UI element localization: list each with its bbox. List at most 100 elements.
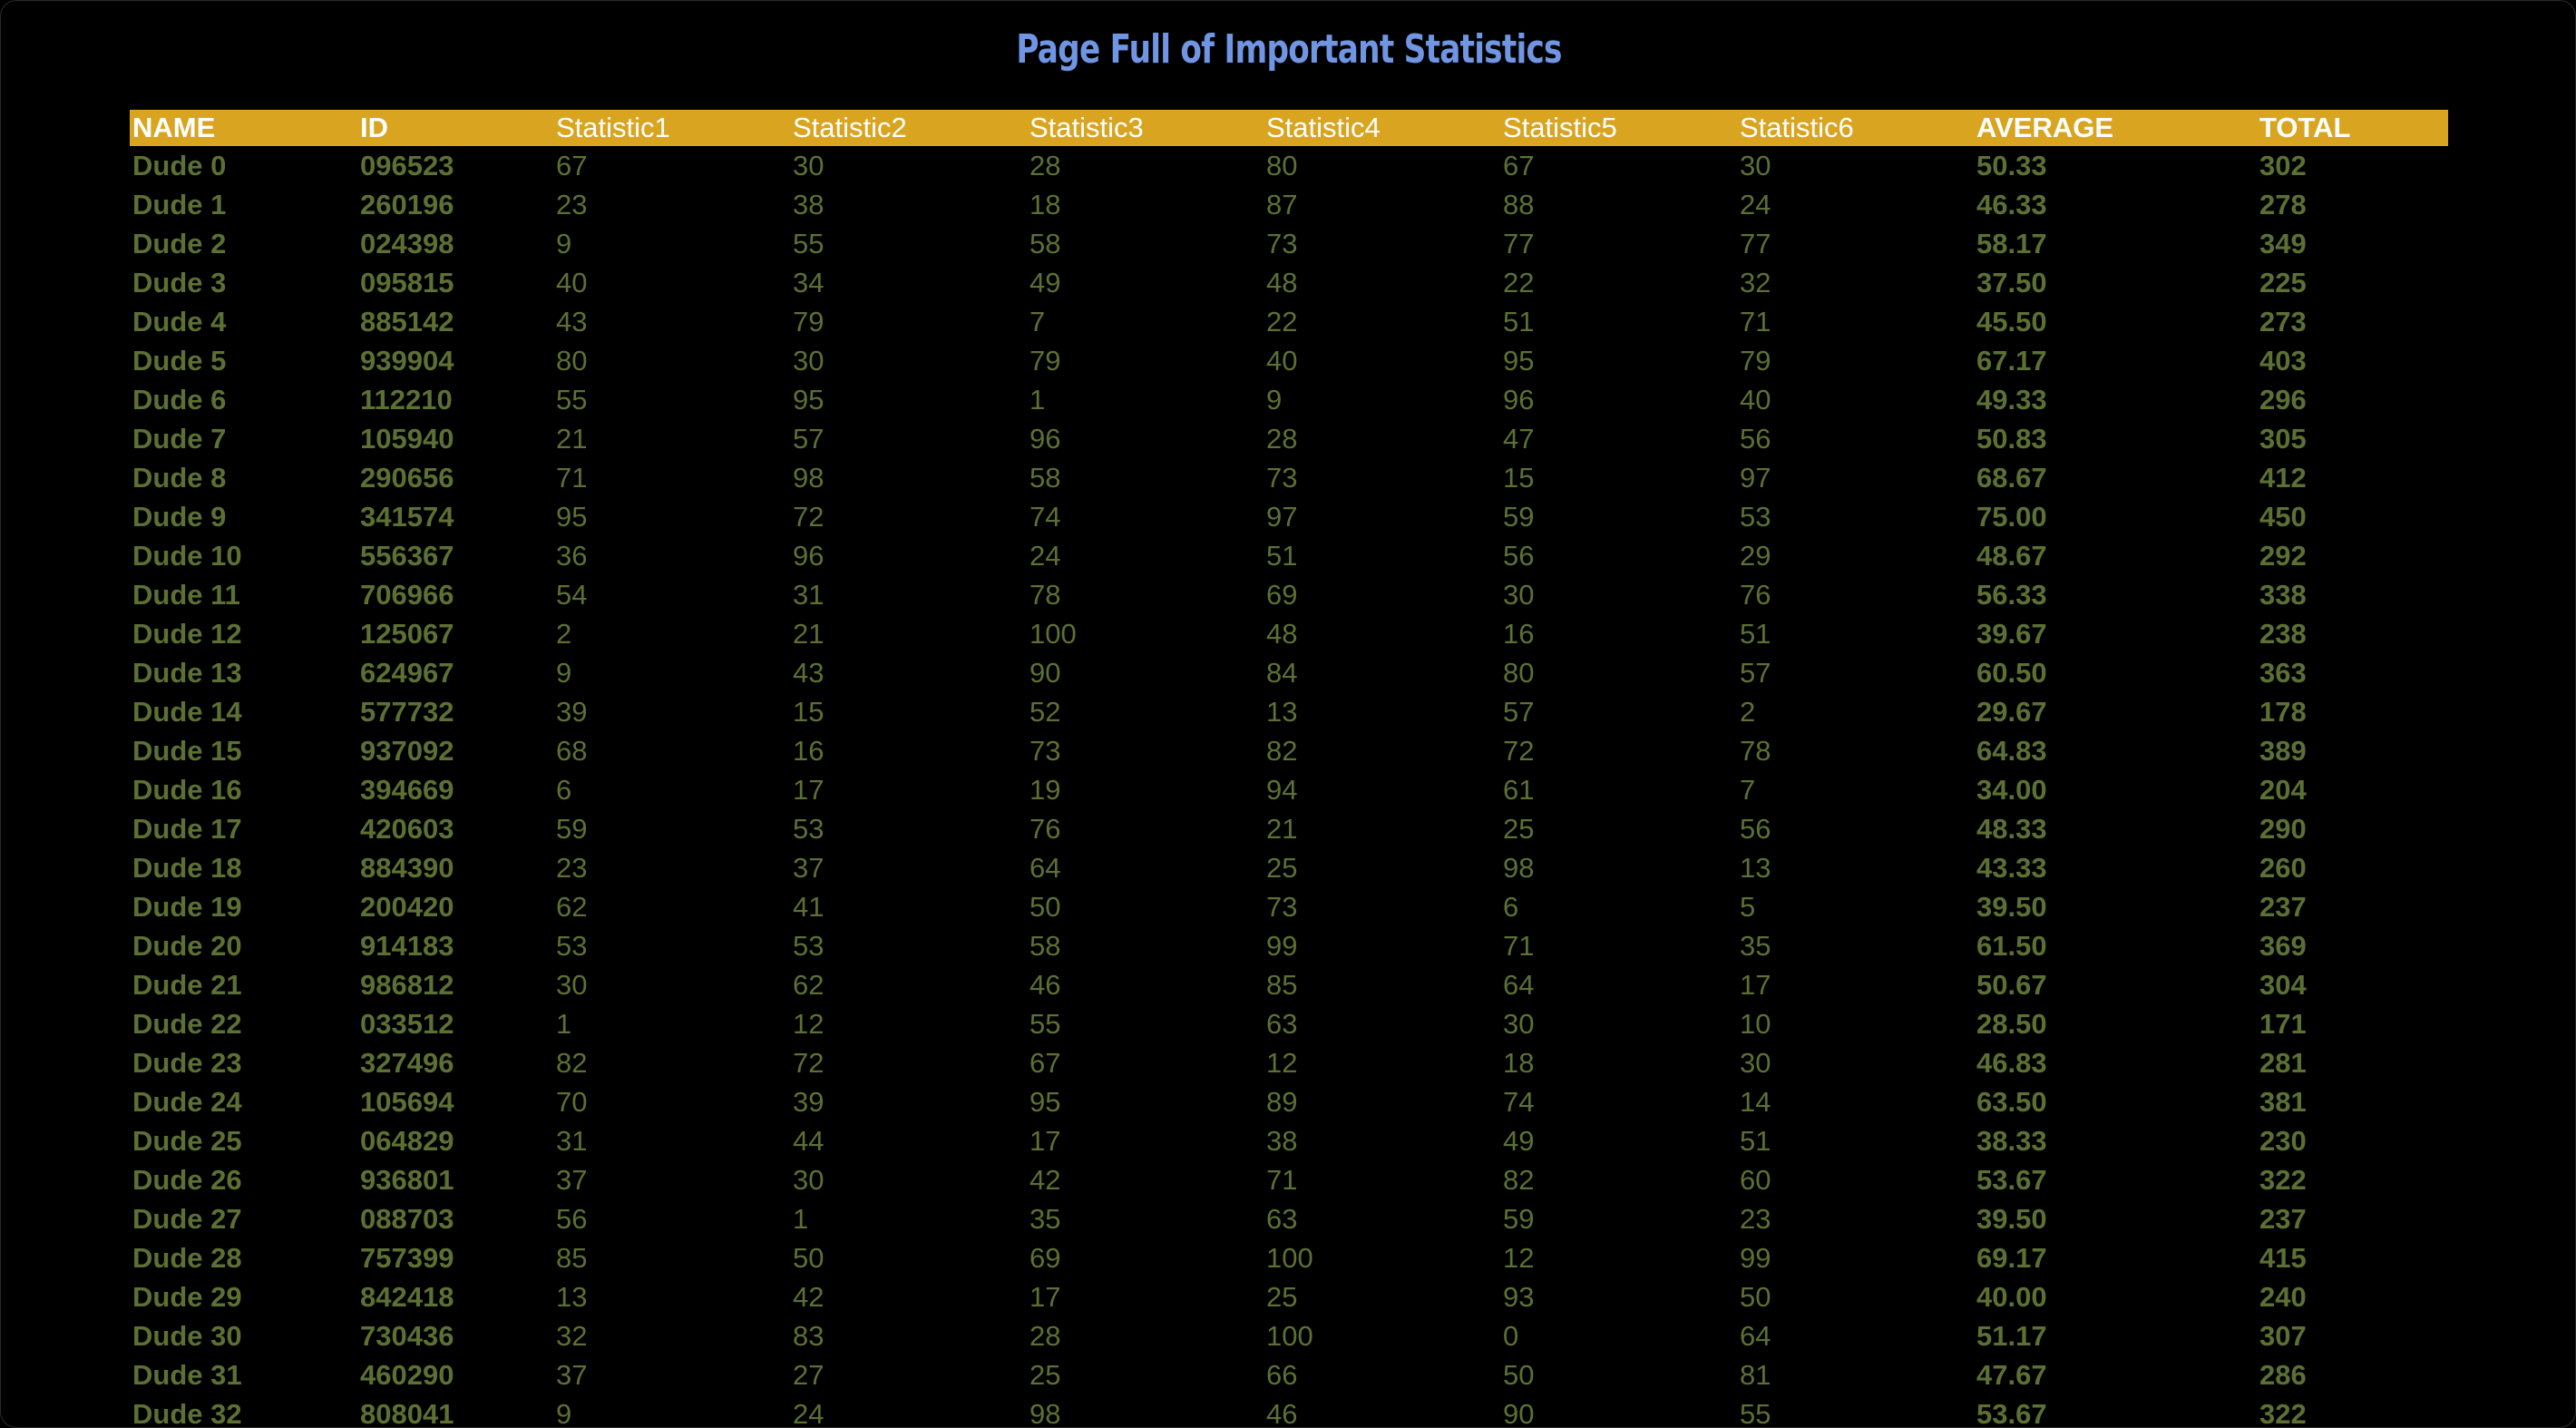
cell-statistic1: 37 <box>556 1359 588 1391</box>
cell-total: 278 <box>2259 189 2307 220</box>
cell-statistic6: 14 <box>1740 1086 1771 1118</box>
cell-statistic3: 79 <box>1029 345 1061 377</box>
table-row: Dude 3 095815 40 34 49 48 22 32 37.50 225 <box>130 263 2448 302</box>
cell-statistic5: 22 <box>1503 267 1535 298</box>
cell-statistic2: 39 <box>793 1086 825 1118</box>
cell-average: 53.67 <box>1976 1164 2047 1196</box>
cell-statistic6: 53 <box>1740 501 1771 533</box>
cell-statistic6: 99 <box>1740 1242 1771 1274</box>
cell-statistic4: 51 <box>1266 540 1298 572</box>
cell-statistic1: 1 <box>556 1008 572 1040</box>
table-row: Dude 17 420603 59 53 76 21 25 56 48.33 290 <box>130 809 2448 848</box>
cell-name: Dude 30 <box>132 1320 242 1352</box>
cell-total: 273 <box>2259 306 2307 337</box>
cell-id: 260196 <box>360 189 454 220</box>
cell-total: 403 <box>2259 345 2307 377</box>
cell-total: 302 <box>2259 150 2307 181</box>
cell-average: 48.33 <box>1976 813 2047 845</box>
cell-statistic4: 87 <box>1266 189 1298 220</box>
column-header-statistic6: Statistic6 <box>1737 110 1974 146</box>
cell-statistic5: 25 <box>1503 813 1535 845</box>
cell-statistic5: 74 <box>1503 1086 1535 1118</box>
cell-statistic6: 24 <box>1740 189 1771 220</box>
cell-statistic6: 64 <box>1740 1320 1771 1352</box>
cell-statistic6: 32 <box>1740 267 1771 298</box>
cell-statistic3: 52 <box>1029 696 1061 728</box>
cell-id: 939904 <box>360 345 454 377</box>
cell-id: 088703 <box>360 1203 454 1235</box>
cell-statistic1: 68 <box>556 735 588 767</box>
cell-statistic5: 15 <box>1503 462 1535 494</box>
cell-statistic1: 43 <box>556 306 588 337</box>
cell-statistic2: 53 <box>793 813 825 845</box>
cell-total: 322 <box>2259 1164 2307 1196</box>
cell-statistic6: 51 <box>1740 1125 1771 1157</box>
cell-id: 706966 <box>360 579 454 611</box>
cell-total: 286 <box>2259 1359 2307 1391</box>
cell-statistic4: 82 <box>1266 735 1298 767</box>
cell-name: Dude 18 <box>132 852 242 884</box>
cell-id: 095815 <box>360 267 454 298</box>
cell-statistic4: 66 <box>1266 1359 1298 1391</box>
cell-name: Dude 2 <box>132 228 227 259</box>
cell-statistic5: 57 <box>1503 696 1535 728</box>
table-row: Dude 1 260196 23 38 18 87 88 24 46.33 278 <box>130 185 2448 224</box>
table-row: Dude 13 624967 9 43 90 84 80 57 60.50 363 <box>130 653 2448 692</box>
cell-name: Dude 17 <box>132 813 242 845</box>
cell-statistic1: 85 <box>556 1242 588 1274</box>
cell-statistic4: 73 <box>1266 228 1298 259</box>
cell-statistic5: 95 <box>1503 345 1535 377</box>
cell-average: 47.67 <box>1976 1359 2047 1391</box>
cell-statistic3: 25 <box>1029 1359 1061 1391</box>
cell-statistic6: 2 <box>1740 696 1756 728</box>
cell-statistic3: 7 <box>1029 306 1046 337</box>
table-body: Dude 0 096523 67 30 28 80 67 30 50.33 302 Dude 1 26… <box>130 146 2448 1428</box>
cell-average: 58.17 <box>1976 228 2047 259</box>
cell-statistic2: 37 <box>793 852 825 884</box>
cell-average: 45.50 <box>1976 306 2047 337</box>
cell-statistic2: 17 <box>793 774 825 806</box>
column-header-statistic5: Statistic5 <box>1500 110 1737 146</box>
cell-statistic6: 78 <box>1740 735 1771 767</box>
cell-average: 48.67 <box>1976 540 2047 572</box>
cell-statistic4: 100 <box>1266 1242 1313 1274</box>
cell-name: Dude 25 <box>132 1125 242 1157</box>
cell-name: Dude 6 <box>132 384 227 416</box>
cell-id: 105694 <box>360 1086 454 1118</box>
cell-id: 024398 <box>360 228 454 259</box>
cell-statistic5: 30 <box>1503 1008 1535 1040</box>
cell-statistic1: 21 <box>556 423 588 455</box>
cell-statistic6: 97 <box>1740 462 1771 494</box>
cell-statistic6: 55 <box>1740 1398 1771 1428</box>
cell-statistic3: 46 <box>1029 969 1061 1001</box>
cell-statistic4: 99 <box>1266 930 1298 962</box>
cell-statistic2: 15 <box>793 696 825 728</box>
cell-id: 327496 <box>360 1047 454 1079</box>
cell-statistic6: 60 <box>1740 1164 1771 1196</box>
cell-id: 556367 <box>360 540 454 572</box>
cell-statistic6: 56 <box>1740 813 1771 845</box>
column-header-total: TOTAL <box>2257 110 2448 146</box>
cell-name: Dude 1 <box>132 189 227 220</box>
cell-statistic3: 35 <box>1029 1203 1061 1235</box>
cell-statistic1: 40 <box>556 267 588 298</box>
cell-statistic3: 64 <box>1029 852 1061 884</box>
cell-name: Dude 7 <box>132 423 227 455</box>
cell-statistic5: 49 <box>1503 1125 1535 1157</box>
cell-statistic3: 55 <box>1029 1008 1061 1040</box>
cell-statistic4: 46 <box>1266 1398 1298 1428</box>
table-row: Dude 28 757399 85 50 69 100 12 99 69.17 415 <box>130 1238 2448 1277</box>
cell-total: 389 <box>2259 735 2307 767</box>
cell-statistic4: 25 <box>1266 1281 1298 1313</box>
table-row: Dude 16 394669 6 17 19 94 61 7 34.00 204 <box>130 770 2448 809</box>
cell-statistic2: 34 <box>793 267 825 298</box>
cell-statistic3: 78 <box>1029 579 1061 611</box>
cell-statistic2: 53 <box>793 930 825 962</box>
cell-name: Dude 29 <box>132 1281 242 1313</box>
cell-statistic1: 62 <box>556 891 588 923</box>
cell-total: 296 <box>2259 384 2307 416</box>
cell-statistic1: 30 <box>556 969 588 1001</box>
cell-statistic2: 38 <box>793 189 825 220</box>
cell-statistic4: 97 <box>1266 501 1298 533</box>
cell-statistic3: 95 <box>1029 1086 1061 1118</box>
